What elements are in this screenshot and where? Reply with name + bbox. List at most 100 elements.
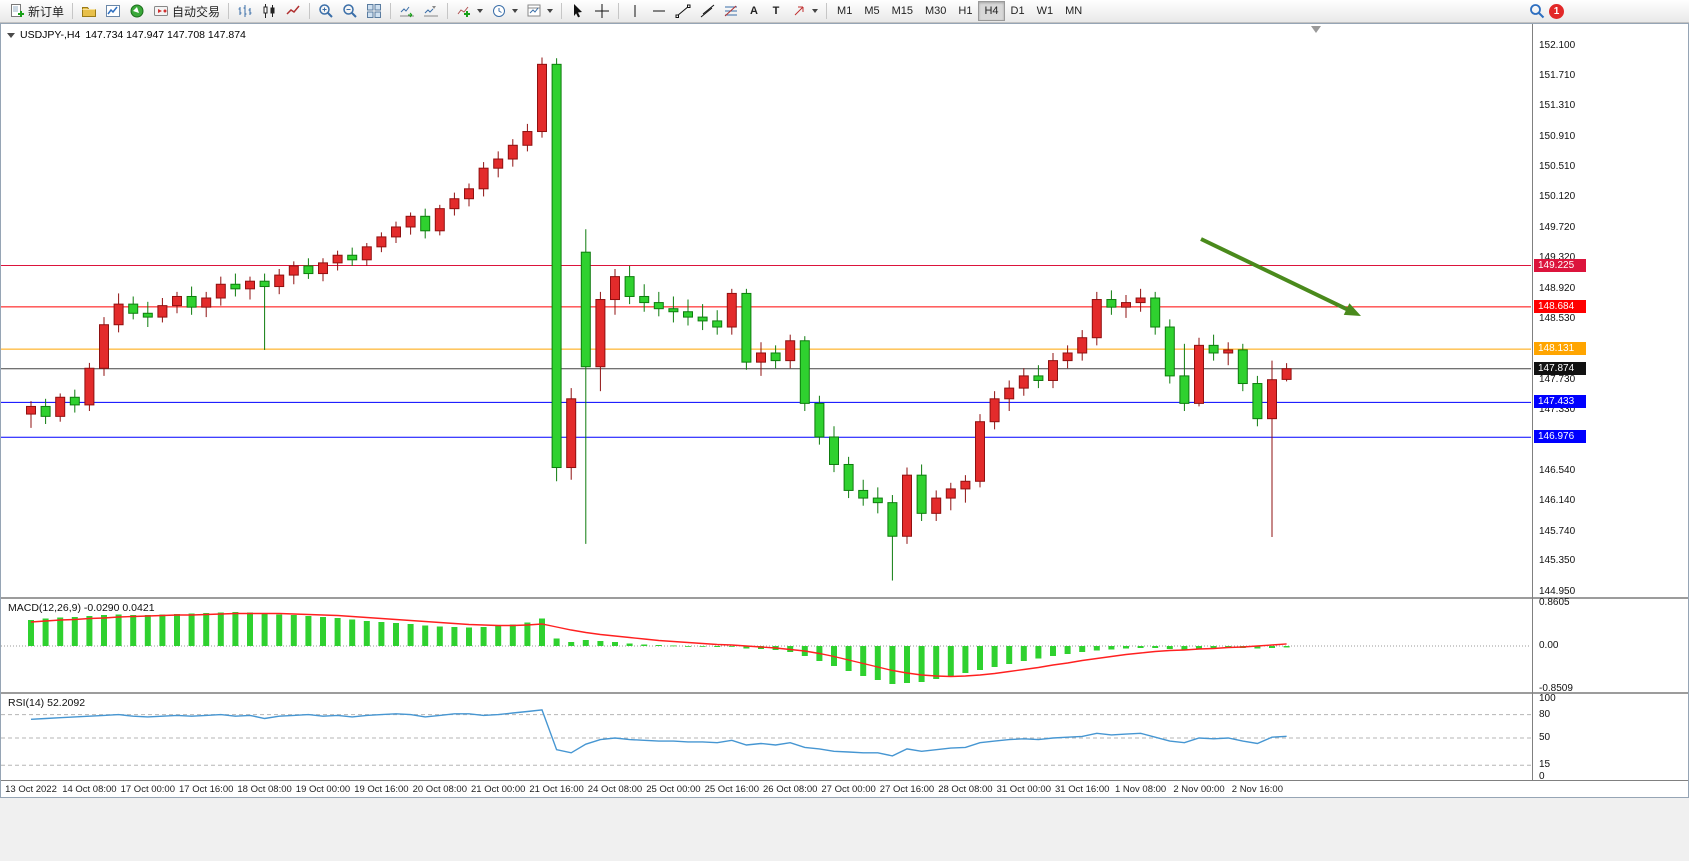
candle-body	[405, 215, 416, 228]
zoom-out-button[interactable]	[338, 1, 362, 21]
pane-separator-macd[interactable]	[1, 597, 1688, 599]
timeframe-button-H4[interactable]: H4	[978, 1, 1005, 21]
candle-body	[916, 474, 927, 514]
new-order-button[interactable]: 新订单	[5, 1, 68, 21]
macd-bar	[407, 624, 414, 646]
chart-shift-marker[interactable]	[1311, 26, 1321, 33]
chart-title: USDJPY-,H4 147.734 147.947 147.708 147.8…	[7, 29, 246, 41]
one-click-trading-toggle-icon[interactable]	[7, 32, 15, 38]
price-axis-tick: 145.740	[1539, 525, 1576, 537]
time-axis-label: 20 Oct 08:00	[412, 784, 467, 795]
time-axis[interactable]: 13 Oct 2022 14 Oct 08:00 17 Oct 00:00 17 Oc…	[1, 781, 1531, 799]
autotrading-button[interactable]: 自动交易	[149, 1, 224, 21]
candle-body	[215, 283, 226, 299]
text-tool-button[interactable]: A	[743, 1, 765, 21]
tile-windows-icon	[367, 4, 382, 18]
price-axis-tick: 148.530	[1539, 312, 1576, 324]
candle-body	[785, 340, 796, 362]
market-watch-button[interactable]	[101, 1, 125, 21]
toolbar-separator	[618, 3, 620, 19]
market-watch-icon	[106, 5, 121, 17]
tile-windows-button[interactable]	[362, 1, 386, 21]
navigator-button[interactable]	[125, 1, 149, 21]
time-axis-label: 17 Oct 00:00	[120, 784, 175, 795]
templates-button[interactable]	[522, 1, 557, 21]
vertical-line-button[interactable]	[623, 1, 647, 21]
candle-body	[1150, 297, 1161, 328]
macd-bar	[1050, 646, 1056, 656]
cursor-button[interactable]	[566, 1, 590, 21]
candle-body	[726, 292, 737, 328]
macd-bar	[947, 646, 954, 676]
new-order-label: 新订单	[28, 4, 65, 19]
price-axis-tick: 148.920	[1539, 282, 1576, 294]
text-label-button[interactable]: T	[765, 1, 787, 21]
text-label-icon: T	[772, 5, 780, 17]
periods-button[interactable]	[487, 1, 522, 21]
timeframe-button-M5[interactable]: M5	[858, 1, 885, 21]
indicators-button[interactable]	[452, 1, 487, 21]
macd-bar	[1108, 646, 1115, 650]
time-axis-label: 31 Oct 00:00	[996, 784, 1051, 795]
arrow-shapes-icon	[794, 6, 804, 16]
rsi-axis-tick: 50	[1539, 732, 1551, 743]
chevron-down-icon	[477, 9, 484, 13]
timeframe-button-H1[interactable]: H1	[952, 1, 978, 21]
channel-button[interactable]	[695, 1, 719, 21]
pane-separator-rsi[interactable]	[1, 692, 1688, 694]
timeframe-button-MN[interactable]: MN	[1059, 1, 1088, 21]
price-axis-tick: 145.350	[1539, 555, 1576, 567]
autotrading-label: 自动交易	[172, 4, 221, 19]
bar-chart-button[interactable]	[233, 1, 257, 21]
macd-bar	[539, 618, 545, 646]
horizontal-line-button[interactable]	[647, 1, 671, 21]
candle-body	[245, 280, 255, 290]
candle-body	[1062, 352, 1073, 362]
candle-body	[639, 295, 650, 304]
candle-body	[347, 254, 358, 261]
macd-bar	[991, 646, 998, 667]
timeframe-button-M15[interactable]: M15	[886, 1, 919, 21]
candle-body	[697, 316, 708, 322]
notification-badge[interactable]: 1	[1549, 3, 1564, 19]
macd-bar	[918, 646, 925, 682]
candle-body	[580, 251, 591, 368]
price-line-objects[interactable]	[1, 265, 1531, 438]
macd-bar	[655, 645, 662, 646]
macd-bar	[349, 619, 356, 646]
candle-body	[960, 480, 971, 490]
macd-bar	[480, 627, 487, 646]
search-button[interactable]	[1525, 1, 1549, 21]
timeframe-button-D1[interactable]: D1	[1005, 1, 1031, 21]
candle-body	[201, 297, 212, 308]
time-axis-label: 21 Oct 00:00	[470, 784, 526, 795]
channel-icon	[700, 4, 715, 18]
auto-scroll-button[interactable]	[395, 1, 419, 21]
macd-bar	[378, 622, 385, 646]
timeframe-button-W1[interactable]: W1	[1031, 1, 1060, 21]
zoom-in-button[interactable]	[314, 1, 338, 21]
time-axis-label: 14 Oct 08:00	[62, 784, 117, 795]
macd-name: MACD(12,26,9)	[8, 602, 81, 614]
chart-shift-button[interactable]	[419, 1, 443, 21]
candle-body	[1281, 368, 1292, 380]
timeframe-button-M1[interactable]: M1	[831, 1, 858, 21]
candle-body	[770, 352, 781, 362]
candle-body	[1077, 337, 1088, 354]
candle-body	[288, 265, 299, 276]
arrows-button[interactable]	[787, 1, 822, 21]
fibonacci-button[interactable]	[719, 1, 743, 21]
timeframe-button-M30[interactable]: M30	[919, 1, 952, 21]
candlestick-chart-button[interactable]	[257, 1, 281, 21]
chart-plot[interactable]	[1, 24, 1531, 780]
price-axis[interactable]: 152.100 151.710 151.310 150.910 150.510 150.1…	[1533, 24, 1688, 782]
line-chart-button[interactable]	[281, 1, 305, 21]
trendline-button[interactable]	[671, 1, 695, 21]
crosshair-button[interactable]	[590, 1, 614, 21]
candle-body	[989, 398, 1000, 423]
candle-body	[464, 188, 474, 200]
toolbar-separator	[390, 3, 392, 19]
price-line-label: 148.131	[1534, 342, 1586, 356]
trend-arrow-annotation[interactable]	[1200, 237, 1353, 314]
profiles-button[interactable]	[77, 1, 101, 21]
